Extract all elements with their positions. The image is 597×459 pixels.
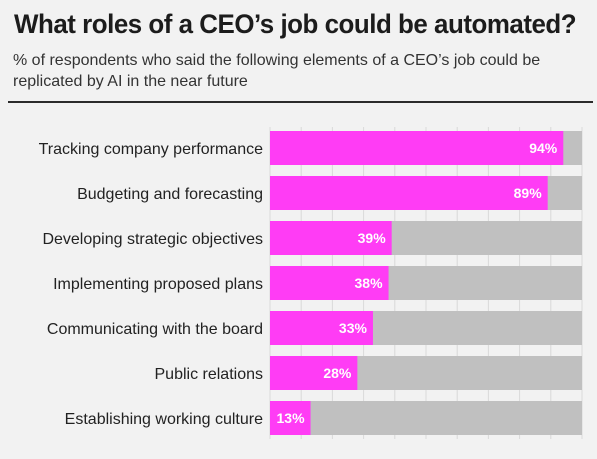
- category-label: Implementing proposed plans: [53, 276, 263, 293]
- bar: [270, 221, 392, 255]
- value-label: 28%: [323, 365, 352, 381]
- category-label: Developing strategic objectives: [42, 231, 263, 248]
- bar-track-fill: [270, 401, 582, 435]
- bar: [270, 356, 358, 390]
- value-label: 38%: [355, 275, 384, 291]
- bar: [270, 131, 564, 165]
- value-label: 89%: [514, 185, 543, 201]
- bar: [270, 176, 548, 210]
- chart-title: What roles of a CEO’s job could be autom…: [14, 9, 577, 39]
- value-label: 94%: [529, 140, 558, 156]
- bar: [270, 401, 311, 435]
- category-label: Budgeting and forecasting: [77, 186, 263, 203]
- chart-subtitle: % of respondents who said the following …: [13, 52, 541, 90]
- category-label: Tracking company performance: [39, 141, 263, 158]
- value-label: 33%: [339, 320, 368, 336]
- bar: [270, 266, 389, 300]
- category-label: Establishing working culture: [65, 411, 263, 428]
- header-divider: [8, 101, 593, 103]
- category-label: Public relations: [155, 366, 264, 383]
- category-label: Communicating with the board: [47, 321, 263, 338]
- value-label: 13%: [277, 410, 306, 426]
- bar: [270, 311, 373, 345]
- value-label: 39%: [358, 230, 387, 246]
